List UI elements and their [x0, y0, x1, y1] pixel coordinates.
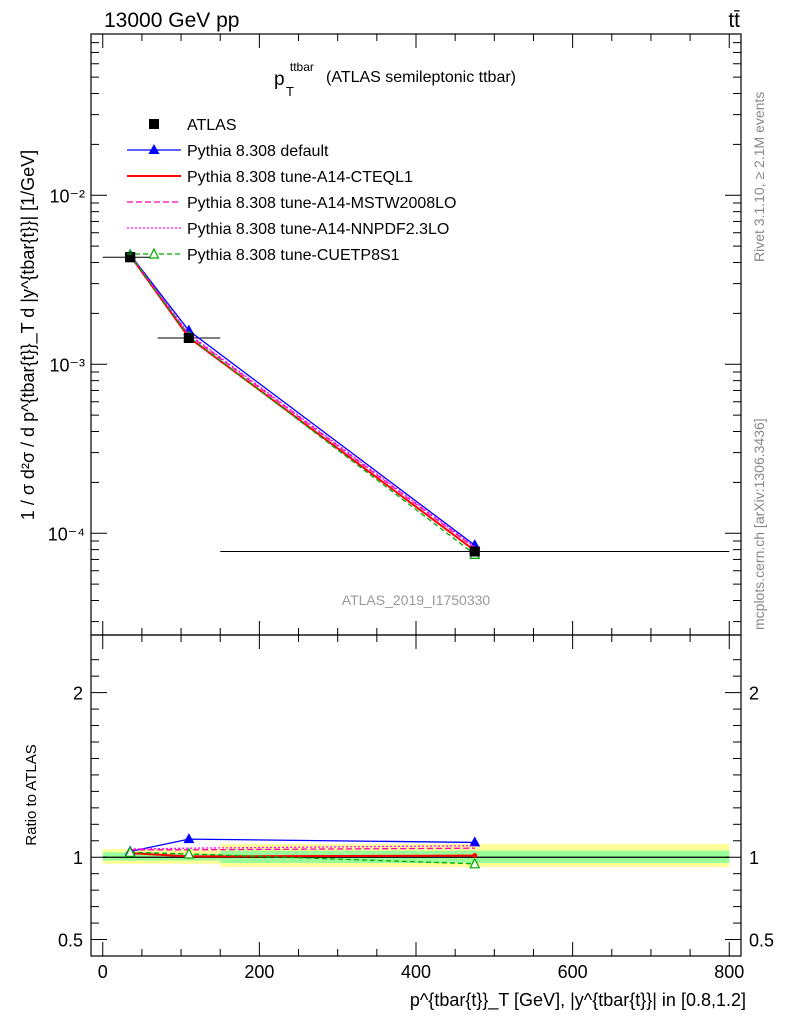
- ratio-series-line: [130, 845, 475, 850]
- legend-entry-3: Pythia 8.308 tune-A14-MSTW2008LO: [127, 195, 456, 212]
- header-left-label: 13000 GeV pp: [104, 9, 239, 32]
- ratio-series-marker: [183, 833, 195, 844]
- legend-label: Pythia 8.308 tune-A14-MSTW2008LO: [187, 195, 456, 212]
- legend-entry-4: Pythia 8.308 tune-A14-NNPDF2.3LO: [127, 221, 449, 238]
- x-tick-label: 600: [558, 962, 588, 982]
- main-axis-ticks: [91, 33, 741, 635]
- ratio-y-tick-label-right: 2: [749, 684, 759, 704]
- main-y-tick-label: 10⁻²: [49, 186, 85, 206]
- ratio-y-tick-label-right: 1: [749, 848, 759, 868]
- main-y-tick-label: 10⁻³: [49, 355, 85, 375]
- ratio-y-tick-label: 2: [73, 684, 83, 704]
- header-right-label: tt̄: [728, 9, 740, 32]
- legend-label: Pythia 8.308 tune-A14-CTEQL1: [187, 169, 413, 186]
- plot-title-rest: (ATLAS semileptonic ttbar): [326, 69, 516, 86]
- legend-marker: [148, 144, 160, 154]
- legend-entry-1: Pythia 8.308 default: [127, 143, 329, 160]
- ratio-panel: 0.5 0.51 12 2 0 200 400 600 800 Ratio to ATLAS …: [23, 634, 774, 1011]
- legend-entry-5: Pythia 8.308 tune-CUETP8S1: [127, 247, 400, 264]
- rivet-label: Rivet 3.1.10, ≥ 2.1M events: [751, 92, 767, 262]
- data-points-top: [125, 252, 480, 557]
- ratio-series-marker: [124, 845, 136, 857]
- main-series-1: [124, 248, 481, 550]
- legend-label: Pythia 8.308 default: [187, 143, 329, 160]
- data-point: [125, 252, 136, 263]
- ratio-series-4: [124, 845, 481, 869]
- legend-label: Pythia 8.308 tune-CUETP8S1: [187, 247, 400, 264]
- plot-title-sub: T: [286, 84, 294, 99]
- x-tick-label: 800: [714, 962, 744, 982]
- mcplots-label: mcplots.cern.ch [arXiv:1306.3436]: [751, 418, 767, 630]
- main-series-group: [102, 248, 730, 559]
- plot-title-main: p: [274, 69, 285, 90]
- ratio-series-group: [124, 833, 481, 869]
- main-series-5: [124, 248, 481, 559]
- main-panel: 10⁻² 10⁻³ 10⁻⁴ p ttbar T (ATLAS semilepton…: [18, 33, 742, 636]
- main-series-0: [102, 252, 730, 557]
- series-line: [129, 254, 476, 548]
- legend-entry-0: ATLAS: [149, 117, 237, 134]
- legend-marker: [149, 119, 159, 129]
- main-y-axis-label: 1 / σ d²σ / d p^{tbar{t}}_T d |y^{tbar{t…: [18, 150, 39, 520]
- legend-label: Pythia 8.308 tune-A14-NNPDF2.3LO: [187, 221, 449, 238]
- legend: ATLAS Pythia 8.308 default Pythia 8.308 tu…: [127, 117, 456, 264]
- ratio-plot-frame: [90, 634, 742, 957]
- main-y-tick-label: 10⁻⁴: [48, 524, 85, 544]
- main-series-4: [129, 254, 476, 548]
- series-line: [129, 254, 476, 549]
- series-line: [129, 254, 476, 546]
- ratio-series-3: [130, 845, 475, 850]
- ratio-y-axis-label: Ratio to ATLAS: [23, 744, 40, 845]
- ratio-series-marker: [472, 853, 478, 859]
- ratio-series-marker: [183, 847, 195, 859]
- legend-label: ATLAS: [187, 117, 237, 134]
- plot-title-sup: ttbar: [290, 60, 314, 74]
- main-series-3: [129, 254, 476, 549]
- ratio-series-marker: [469, 857, 481, 869]
- ratio-axis-ticks: [91, 635, 741, 956]
- plot-title: p ttbar: [274, 60, 314, 90]
- ratio-y-tick-label: 0.5: [58, 931, 83, 951]
- x-axis-label: p^{tbar{t}}_T [GeV], |y^{tbar{t}}| in [0…: [410, 990, 746, 1011]
- x-tick-label: 400: [401, 962, 431, 982]
- analysis-watermark: ATLAS_2019_I1750330: [342, 592, 491, 608]
- x-tick-label: 0: [98, 962, 108, 982]
- x-tick-labels: 0 200 400 600 800: [98, 962, 745, 982]
- legend-marker: [148, 247, 160, 259]
- ratio-y-tick-label-right: 0.5: [749, 931, 774, 951]
- ratio-y-tick-labels: 0.5 0.5 1 1 2 2: [58, 684, 774, 951]
- legend-entry-2: Pythia 8.308 tune-A14-CTEQL1: [127, 169, 413, 186]
- data-point: [469, 546, 480, 557]
- data-point: [183, 333, 194, 344]
- x-tick-label: 200: [244, 962, 274, 982]
- ratio-series-marker: [469, 836, 481, 847]
- ratio-y-tick-label: 1: [73, 848, 83, 868]
- main-y-tick-labels: 10⁻² 10⁻³ 10⁻⁴: [48, 186, 85, 544]
